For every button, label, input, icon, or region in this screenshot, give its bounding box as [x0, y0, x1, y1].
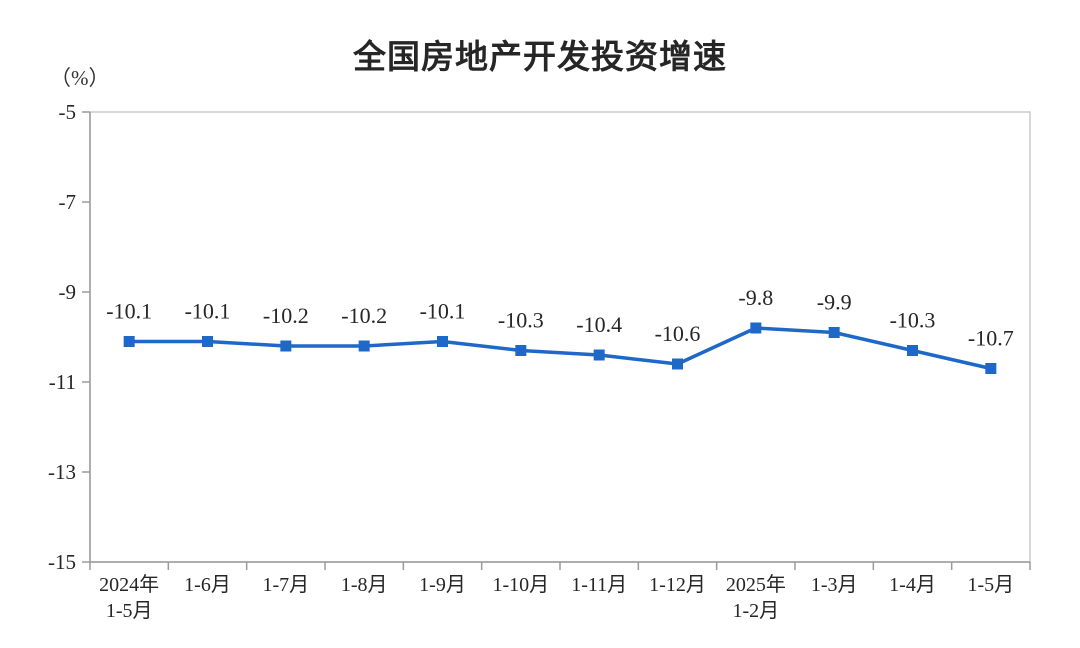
data-line: [129, 326, 992, 371]
x-category-label: 1-10月: [492, 574, 549, 596]
x-category-label: 1-7月: [262, 574, 309, 596]
x-category-label: 2024年 1-5月: [99, 573, 159, 622]
y-tick-label: -11: [49, 370, 76, 394]
data-point-marker: [280, 340, 292, 352]
data-point-label: -9.8: [738, 285, 773, 310]
data-point-label: -10.4: [576, 312, 622, 337]
data-point-marker: [828, 327, 840, 338]
data-point-marker: [672, 358, 683, 370]
y-tick-label: -15: [48, 550, 76, 574]
data-point-marker: [123, 336, 135, 347]
data-point-marker: [358, 340, 370, 352]
x-category-label: 1-8月: [341, 574, 388, 596]
data-point-label: -10.2: [263, 303, 309, 328]
data-point-marker: [593, 349, 605, 361]
x-category-label: 1-6月: [184, 574, 231, 596]
data-point-label: -9.9: [817, 290, 852, 315]
data-point-label: -10.2: [341, 303, 387, 328]
x-category-label: 1-9月: [419, 574, 466, 596]
x-category-label: 1-3月: [811, 574, 858, 596]
data-point-marker: [515, 345, 527, 356]
x-category-label: 1-11月: [571, 574, 627, 596]
plot-area: [89, 111, 1031, 563]
data-point-label: -10.1: [185, 299, 231, 324]
chart-title: 全国房地产开发投资增速: [353, 38, 727, 75]
data-point-label: -10.1: [106, 299, 152, 324]
data-point-marker: [202, 336, 213, 347]
y-tick-label: -5: [59, 100, 77, 124]
y-tick-label: -9: [59, 280, 77, 304]
data-point-marker: [750, 322, 762, 334]
data-point-marker: [437, 336, 448, 347]
y-tick-label: -13: [48, 460, 76, 484]
x-category-label: 1-4月: [889, 574, 936, 596]
data-point-label: -10.7: [968, 326, 1014, 351]
data-point-label: -10.1: [420, 299, 466, 324]
x-category-label: 1-12月: [649, 574, 706, 596]
data-point-marker: [907, 345, 918, 356]
data-point-label: -10.3: [890, 308, 936, 333]
data-point-marker: [985, 363, 997, 374]
x-category-label: 1-5月: [967, 574, 1014, 596]
y-axis-unit-label: （%）: [50, 66, 110, 90]
x-category-label: 2025年 1-2月: [726, 573, 786, 622]
data-point-label: -10.3: [498, 308, 544, 333]
data-point-label: -10.6: [655, 321, 701, 346]
y-tick-label: -7: [59, 190, 77, 214]
